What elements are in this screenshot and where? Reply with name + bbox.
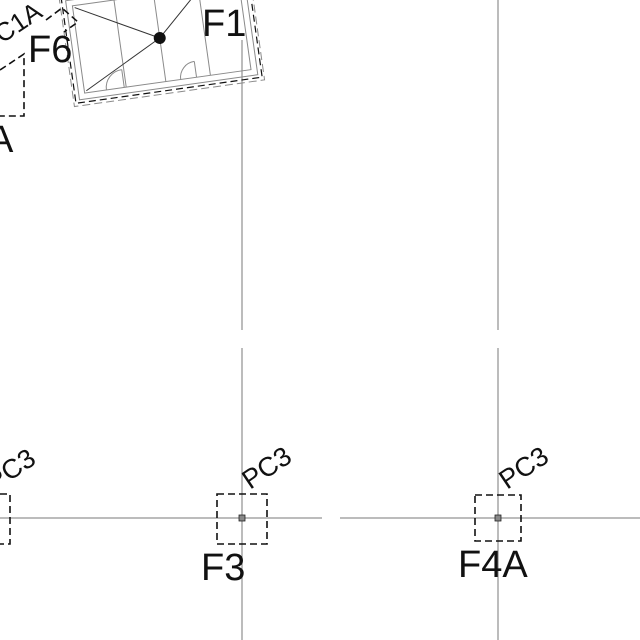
column-group-left: PC3 (0, 443, 41, 545)
column-pc3-label-left: PC3 (0, 443, 41, 497)
column-f4a-marker (494, 514, 502, 522)
column-c1a-outline (45, 6, 80, 33)
column-pc3-label-f4a: PC3 (494, 441, 554, 495)
footing-f6-outline (0, 52, 25, 117)
footing-f4a-label: F4A (458, 544, 528, 586)
footing-f6-label: F6 (28, 29, 72, 71)
footing-f1-label: F1 (202, 3, 246, 45)
footing-f3-label: F3 (201, 547, 245, 589)
footing-f4a-outline (474, 494, 522, 542)
building-center-point (153, 32, 166, 45)
column-f3-marker (238, 514, 246, 522)
footing-f3-outline (216, 493, 268, 545)
column-group-f3: PC3 F3 (201, 441, 297, 589)
footing-f6-group: C1A F6 A (0, 0, 80, 161)
footing-left-outline (0, 493, 11, 545)
column-group-f4a: PC3 F4A (458, 441, 554, 586)
section-cut-label: A (0, 119, 14, 161)
building-outline (58, 0, 266, 108)
column-pc3-label-f3: PC3 (237, 441, 297, 495)
